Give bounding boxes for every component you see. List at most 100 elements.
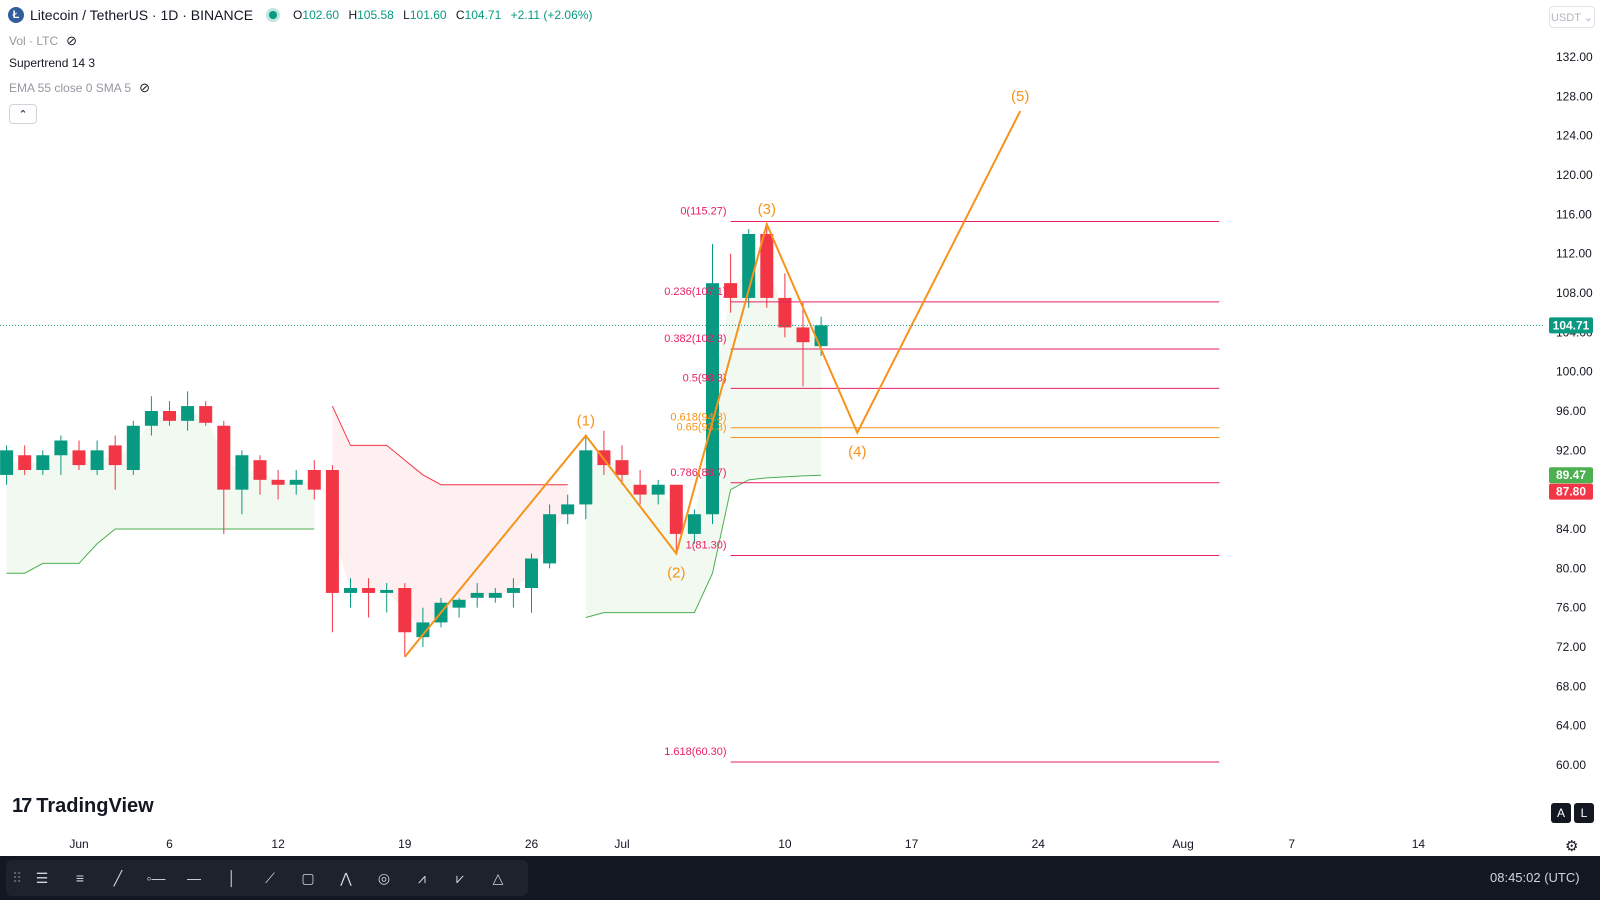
fib-level-label: 0.382(102.3) <box>664 333 726 345</box>
log-scale-button[interactable]: L <box>1574 803 1594 823</box>
candle-body <box>778 297 792 328</box>
auto-scale-button[interactable]: A <box>1551 803 1571 823</box>
candle-body <box>344 588 357 593</box>
y-tick-label: 64.00 <box>1556 719 1586 733</box>
y-tick-label: 128.00 <box>1556 89 1593 103</box>
currency-button[interactable]: USDT ⌄ <box>1549 6 1595 28</box>
vertical-line-icon[interactable]: │ <box>227 870 237 886</box>
candle-body <box>651 484 665 495</box>
fib-level-label: 1.618(60.30) <box>664 746 726 758</box>
y-tick-label: 120.00 <box>1556 168 1593 182</box>
elliott-wave-icon[interactable]: ⋀ <box>340 869 352 886</box>
utc-clock[interactable]: 08:45:02 (UTC) <box>1490 870 1580 885</box>
triangle-pattern-icon[interactable]: △ <box>492 869 504 886</box>
x-tick-label: 19 <box>398 837 412 851</box>
price-tag-label: 89.47 <box>1556 468 1586 482</box>
y-tick-label: 96.00 <box>1556 404 1586 418</box>
chevron-up-icon[interactable]: ⌃ <box>9 104 37 124</box>
candle-body <box>615 460 629 475</box>
y-tick-label: 100.00 <box>1556 365 1593 379</box>
candle-body <box>72 450 86 466</box>
xabcd-pattern-icon[interactable]: ⩗ <box>456 869 464 886</box>
supertrend-down-fill <box>332 406 568 630</box>
elliott-wave-line <box>404 110 1022 658</box>
indicator-ema[interactable]: EMA 55 close 0 SMA 5 ⊘ <box>9 80 150 95</box>
fib-level-label: 0.5(98.3) <box>683 372 727 384</box>
candle-body <box>108 445 122 466</box>
elliott-wave-label: (3) <box>758 201 776 218</box>
candle-body <box>181 406 195 421</box>
fib-level-label: 0.65(93.3) <box>676 422 726 434</box>
x-tick-label: 26 <box>525 837 539 851</box>
price-tag <box>1549 317 1593 334</box>
x-tick-label: 7 <box>1288 837 1295 851</box>
candle-body <box>452 599 466 608</box>
candle-body <box>561 504 575 515</box>
x-tick-label: 14 <box>1412 837 1426 851</box>
low-value: 101.60 <box>409 8 447 22</box>
litecoin-logo-icon: Ł <box>8 7 24 23</box>
candle-body <box>217 425 231 490</box>
candle-body <box>706 283 719 515</box>
market-status-icon <box>269 11 278 19</box>
elliott-wave-label: (1) <box>577 413 595 430</box>
symbol-title[interactable]: Litecoin / TetherUS · 1D · BINANCE <box>30 7 254 23</box>
rectangle-icon[interactable]: ▢ <box>301 869 315 886</box>
supertrend-up-line <box>6 528 315 574</box>
elliott-wave-label: (5) <box>1011 88 1029 105</box>
horizontal-ray-icon[interactable]: ◦— <box>146 870 166 886</box>
elliott-wave-label: (2) <box>667 565 685 582</box>
fib-level-label: 0.236(107.1) <box>664 286 726 298</box>
candle-body <box>633 484 647 495</box>
open-value: 102.60 <box>302 8 340 22</box>
x-tick-label: 24 <box>1032 837 1046 851</box>
horizontal-line-icon[interactable]: — <box>187 870 201 886</box>
supertrend-down-line <box>331 405 568 486</box>
indicator-vol[interactable]: Vol · LTC ⊘ <box>9 33 78 48</box>
elliott-wave-label: (4) <box>848 444 866 461</box>
candle-body <box>144 411 158 426</box>
circle-icon[interactable]: ◎ <box>377 869 391 886</box>
trend-lines-icon[interactable]: ≡ <box>75 870 85 886</box>
x-tick-label: 10 <box>778 837 792 851</box>
price-chart[interactable]: 0(115.27) 0.236(107.1) 0.382(102.3) 0.5(98.… <box>0 0 1600 856</box>
candle-body <box>724 283 738 298</box>
chart-header: Ł Litecoin / TetherUS · 1D · BINANCE O10… <box>8 7 598 23</box>
x-tick-label: 6 <box>166 837 173 851</box>
abcd-pattern-icon[interactable]: ⩘ <box>418 869 426 886</box>
pitchfork-icon[interactable]: ⟋ <box>265 869 275 886</box>
tradingview-logo: 17 TradingView <box>12 795 154 817</box>
eye-off-icon[interactable]: ⊘ <box>66 33 78 48</box>
menu-icon[interactable]: ☰ <box>35 869 49 886</box>
candle-body <box>488 592 502 598</box>
grip-icon[interactable]: ⠿ <box>12 869 23 886</box>
price-tag-label: 104.71 <box>1553 318 1590 332</box>
candle-body <box>470 592 484 598</box>
candle-body <box>325 470 339 593</box>
candle-body <box>307 470 321 490</box>
y-tick-label: 92.00 <box>1556 443 1586 457</box>
candle-body <box>253 460 267 480</box>
eye-off-icon[interactable]: ⊘ <box>139 80 150 95</box>
candle-body <box>126 425 140 470</box>
candle-body <box>416 622 430 638</box>
candle-body <box>36 455 50 470</box>
candle-body <box>398 588 412 633</box>
candle-body <box>506 588 520 593</box>
x-tick-label: 17 <box>905 837 919 851</box>
candle-body <box>669 484 683 534</box>
y-tick-label: 108.00 <box>1556 286 1593 300</box>
indicator-supertrend[interactable]: Supertrend 14 3 <box>9 56 96 70</box>
y-tick-label: 112.00 <box>1556 247 1592 261</box>
candle-body <box>163 411 176 421</box>
candle-body <box>54 440 68 456</box>
x-tick-label: Jul <box>614 837 629 851</box>
candle-body <box>380 589 394 593</box>
gear-icon[interactable]: ⚙ <box>1565 838 1579 855</box>
price-tag-label: 87.80 <box>1556 485 1586 499</box>
y-tick-label: 132.00 <box>1556 50 1593 64</box>
y-tick-label: 76.00 <box>1556 601 1586 615</box>
candle-body <box>0 450 14 475</box>
x-tick-label: Jun <box>69 837 88 851</box>
line-icon[interactable]: ╱ <box>113 869 123 886</box>
